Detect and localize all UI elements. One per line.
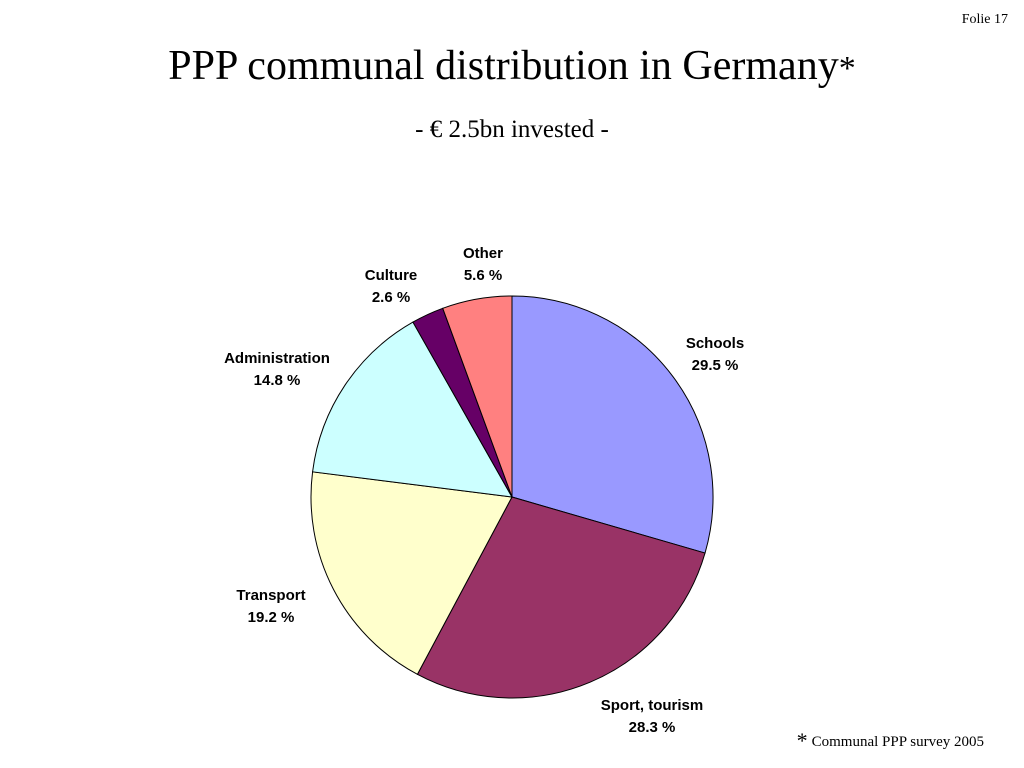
slice-label-transport: Transport: [236, 587, 305, 604]
slice-value-schools: 29.5 %: [692, 357, 739, 374]
pie-slice-administration: [312, 321, 513, 498]
slice-value-sport-tourism: 28.3 %: [629, 719, 676, 736]
slice-value-transport: 19.2 %: [248, 609, 295, 626]
title-footnote-marker: *: [838, 50, 856, 87]
pie-slice-schools: [511, 295, 714, 554]
slice-value-administration: 14.8 %: [254, 372, 301, 389]
slice-label-other: Other: [463, 245, 503, 262]
slice-value-culture: 2.6 %: [372, 289, 410, 306]
footnote-marker: *: [796, 728, 808, 753]
slide-number: Folie 17: [961, 12, 1008, 27]
pie-slice-other: [442, 295, 513, 498]
slice-label-sport-tourism: Sport, tourism: [601, 697, 704, 714]
footnote: * Communal PPP survey 2005: [797, 728, 984, 754]
slice-label-schools: Schools: [686, 335, 744, 352]
slice-label-administration: Administration: [224, 350, 330, 367]
chart-title: PPP communal distribution in Germany*: [0, 40, 1024, 95]
chart-title-text: PPP communal distribution in Germany: [168, 43, 839, 89]
slice-label-culture: Culture: [365, 267, 418, 284]
pie-slice-sport-tourism: [416, 496, 706, 699]
slice-value-other: 5.6 %: [464, 267, 502, 284]
footnote-text: Communal PPP survey 2005: [811, 734, 984, 750]
chart-subtitle: - € 2.5bn invested -: [415, 116, 609, 143]
pie-slice-transport: [310, 471, 513, 676]
